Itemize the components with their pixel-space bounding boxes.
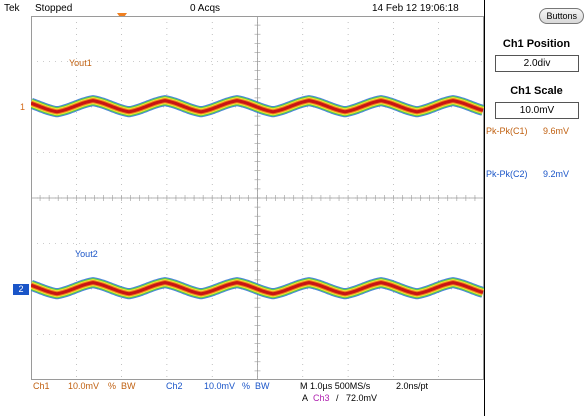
ch1-bandwidth: BW <box>121 381 136 391</box>
side-menu: Buttons Ch1 Position 2.0div Ch1 Scale 10… <box>484 0 587 416</box>
trigger-prefix: A <box>302 393 308 403</box>
trigger-source[interactable]: Ch3 <box>313 393 330 403</box>
ch1-indicator[interactable]: Ch1 <box>33 381 50 391</box>
ch2-indicator[interactable]: Ch2 <box>166 381 183 391</box>
waveform-display[interactable]: Yout1 Yout2 <box>31 16 484 380</box>
acquisition-count: 0 Acqs <box>190 3 220 14</box>
graticule <box>31 16 484 380</box>
ch1-scale-title[interactable]: Ch1 Scale <box>485 85 587 97</box>
measurement-label-c1: Pk-Pk(C1) <box>486 126 528 136</box>
ch1-ground-marker[interactable]: 1 <box>20 102 25 112</box>
timebase-readout[interactable]: M 1.0µs 500MS/s <box>300 381 370 391</box>
trigger-level[interactable]: 72.0mV <box>346 393 377 403</box>
ch2-scale-readout: 10.0mV <box>204 381 235 391</box>
ch2-coupling: % <box>242 381 250 391</box>
ch1-position-value[interactable]: 2.0div <box>495 55 579 72</box>
sample-interval: 2.0ns/pt <box>396 381 428 391</box>
measurement-label-c2: Pk-Pk(C2) <box>486 169 528 179</box>
measurement-value-c1: 9.6mV <box>543 126 569 136</box>
ch1-scale-value[interactable]: 10.0mV <box>495 102 579 119</box>
buttons-button[interactable]: Buttons <box>539 8 584 24</box>
status-bar: Tek Stopped 0 Acqs 14 Feb 12 19:06:18 <box>0 0 484 16</box>
ch1-coupling: % <box>108 381 116 391</box>
run-state: Stopped <box>35 3 72 14</box>
trigger-slope-icon: / <box>336 393 339 403</box>
ch2-bandwidth: BW <box>255 381 270 391</box>
ch1-scale-readout: 10.0mV <box>68 381 99 391</box>
datetime: 14 Feb 12 19:06:18 <box>372 3 459 14</box>
measurement-value-c2: 9.2mV <box>543 169 569 179</box>
brand-label: Tek <box>4 3 20 14</box>
ch2-waveform-label: Yout2 <box>75 249 98 259</box>
ch2-ground-marker[interactable]: 2 <box>13 284 29 295</box>
ch1-position-title[interactable]: Ch1 Position <box>485 38 587 50</box>
ch1-waveform-label: Yout1 <box>69 58 92 68</box>
